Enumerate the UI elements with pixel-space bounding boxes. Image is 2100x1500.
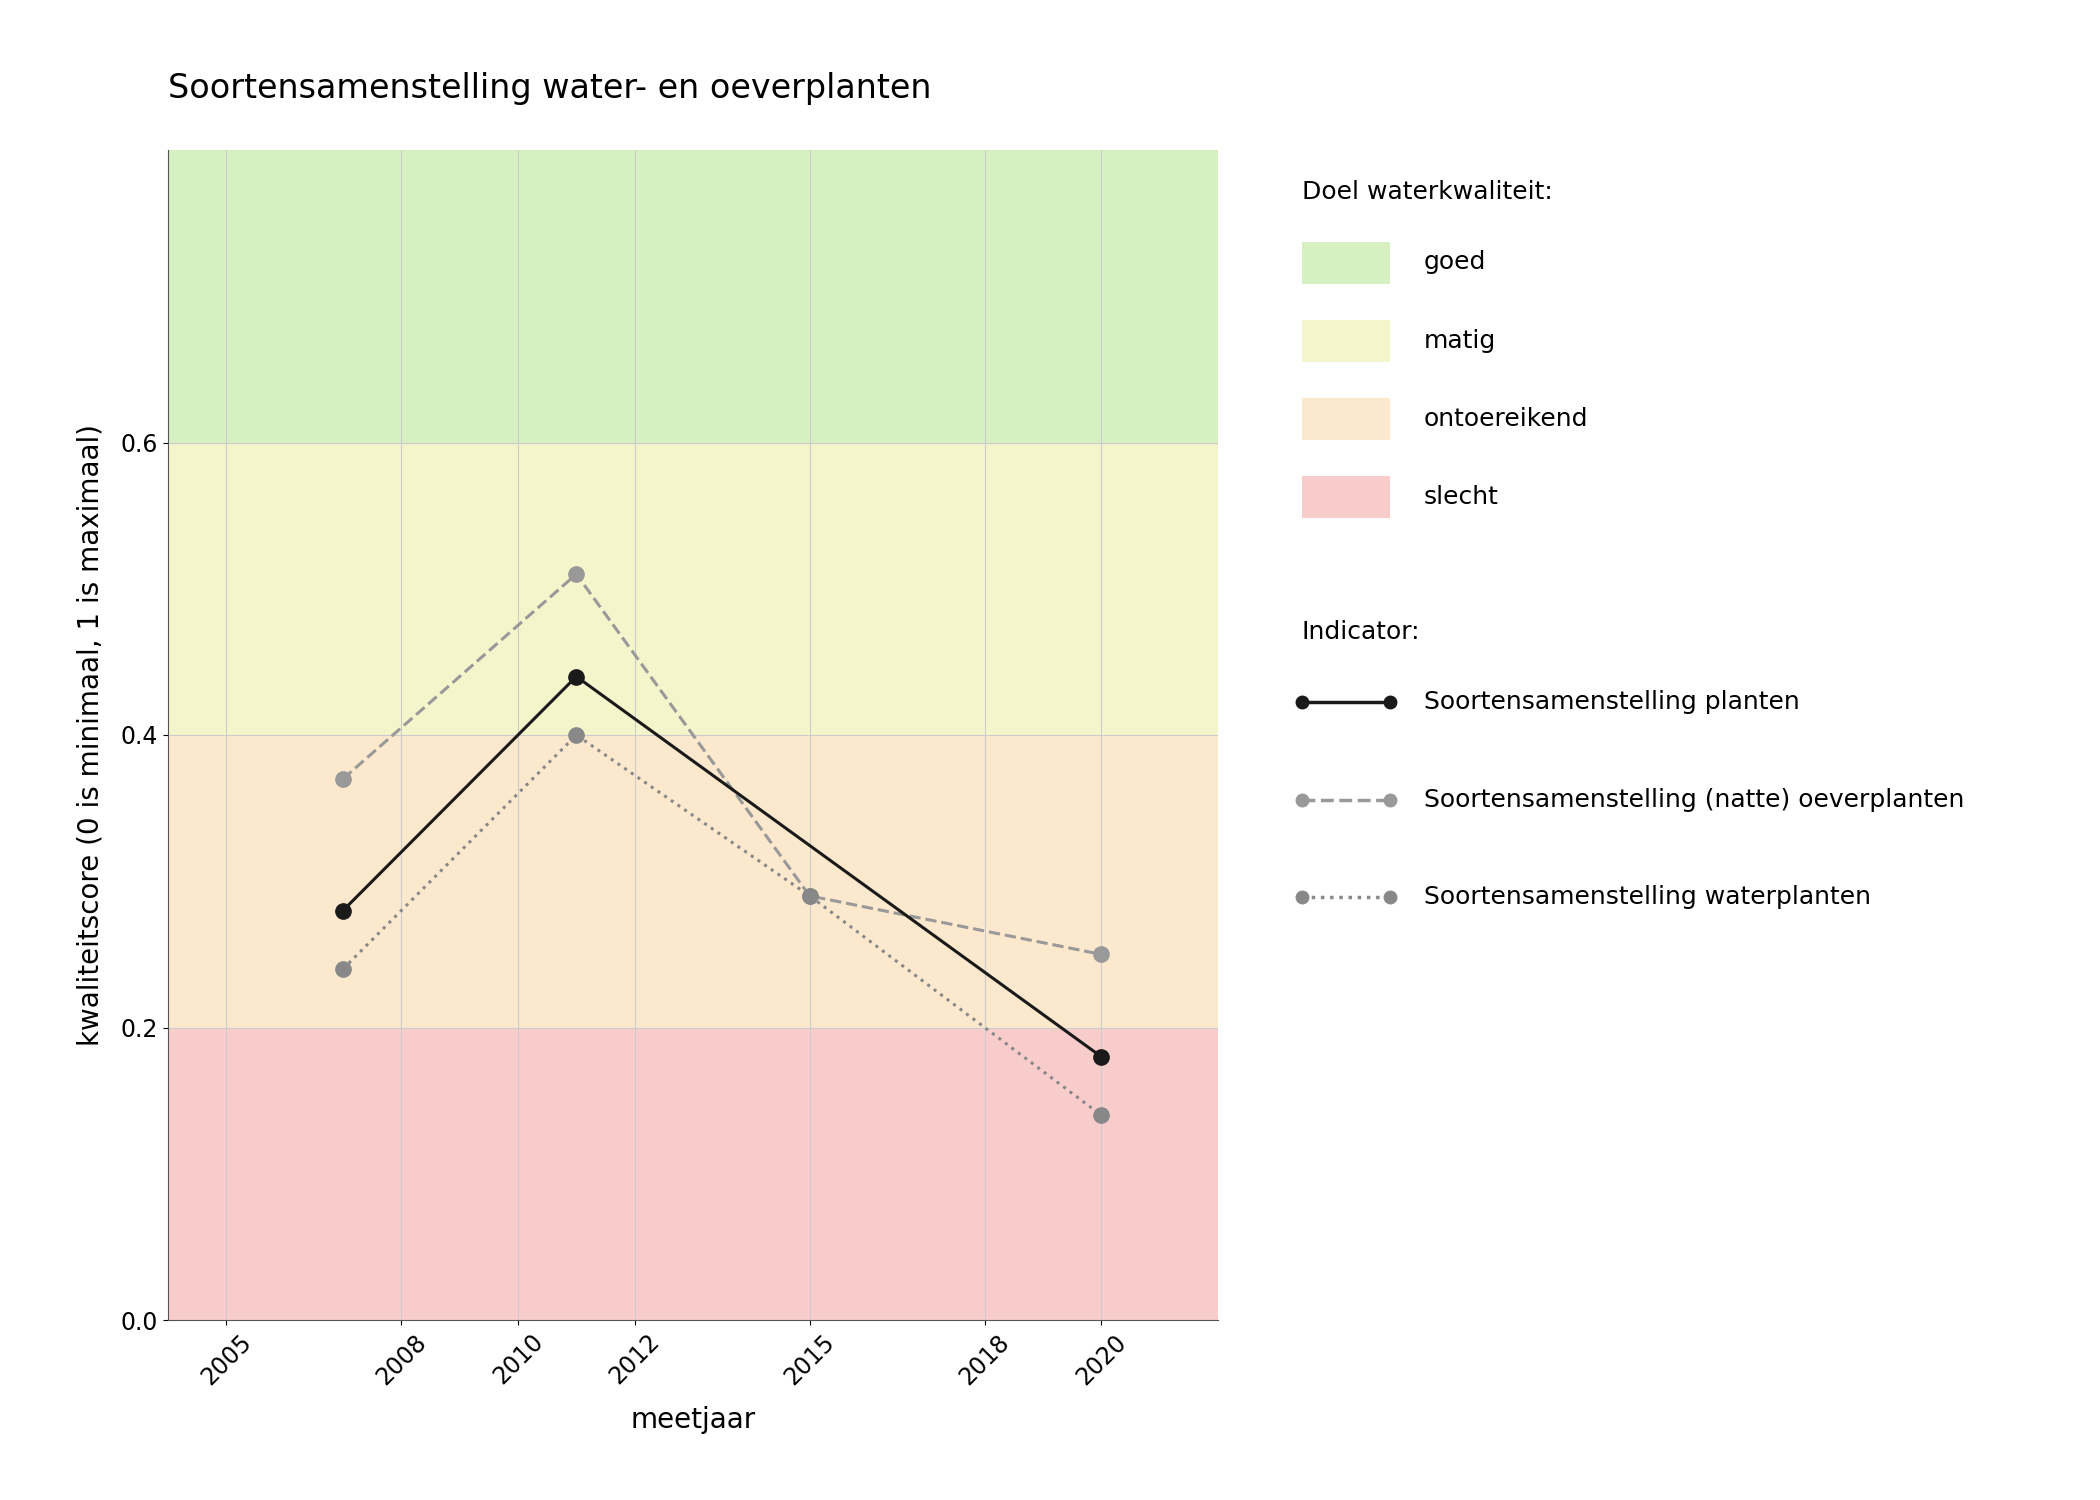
Text: slecht: slecht [1424, 484, 1499, 508]
Text: Soortensamenstelling waterplanten: Soortensamenstelling waterplanten [1424, 885, 1871, 909]
Bar [168, 735, 1218, 1028]
Bar [168, 150, 1218, 442]
Text: Soortensamenstelling planten: Soortensamenstelling planten [1424, 690, 1800, 714]
X-axis label: meetjaar: meetjaar [630, 1406, 756, 1434]
Text: ontoereikend: ontoereikend [1424, 406, 1588, 430]
Text: goed: goed [1424, 251, 1487, 274]
Text: Indicator:: Indicator: [1302, 620, 1420, 644]
Text: Soortensamenstelling (natte) oeverplanten: Soortensamenstelling (natte) oeverplante… [1424, 788, 1964, 812]
Bar [168, 442, 1218, 735]
Bar [168, 1028, 1218, 1320]
Text: Soortensamenstelling water- en oeverplanten: Soortensamenstelling water- en oeverplan… [168, 72, 932, 105]
Text: Doel waterkwaliteit:: Doel waterkwaliteit: [1302, 180, 1552, 204]
Text: matig: matig [1424, 328, 1495, 352]
Y-axis label: kwaliteitscore (0 is minimaal, 1 is maximaal): kwaliteitscore (0 is minimaal, 1 is maxi… [76, 424, 105, 1046]
